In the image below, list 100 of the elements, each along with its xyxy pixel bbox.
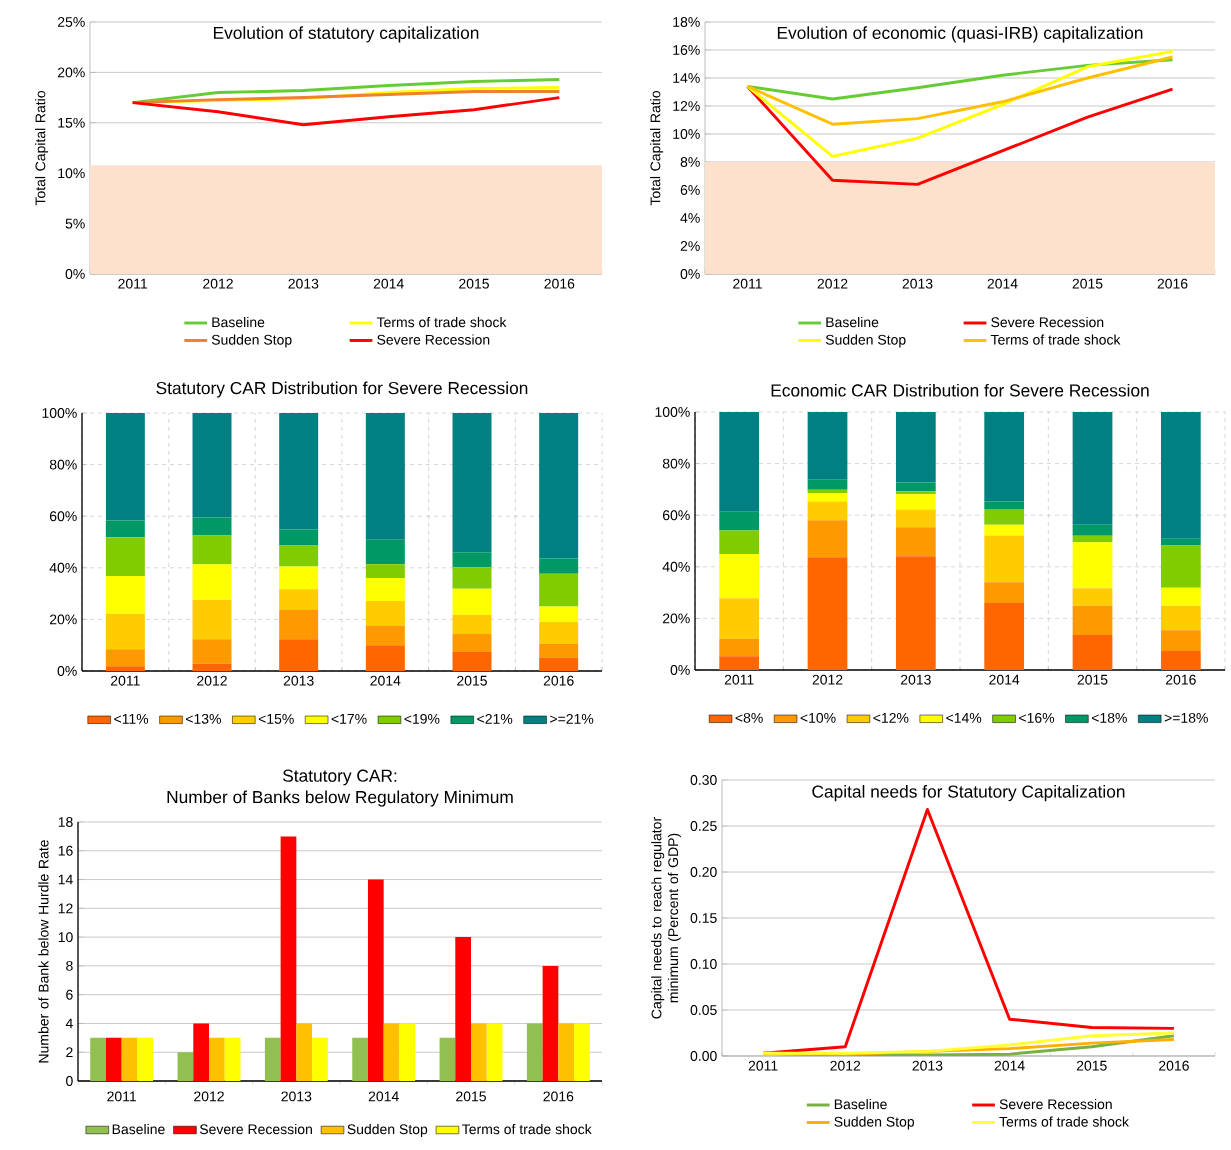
x-tick-label: 2011 [107, 1091, 137, 1102]
y-tick-label: 0.20 [690, 867, 717, 877]
x-tick-label: 2015 [1077, 674, 1108, 685]
y-tick-label: 80% [49, 459, 77, 470]
legend-label: Sudden Stop [347, 1123, 428, 1137]
legend-label: Baseline [212, 316, 265, 328]
y-tick-label: 14 [58, 874, 73, 885]
legend-label: Sudden Stop [825, 334, 906, 348]
legend-label: <12% [873, 712, 909, 723]
y-tick-label: 0.15 [690, 913, 717, 923]
y-tick-label: 25% [57, 17, 85, 27]
y-tick-label: 100% [42, 408, 77, 418]
y-tick-label: 14% [673, 73, 700, 83]
y-tick-label: 0 [66, 1076, 73, 1086]
y-tick-label: 2% [680, 241, 700, 251]
legend-label: Baseline [834, 1098, 887, 1110]
x-tick-label: 2012 [203, 278, 233, 289]
x-tick-label: 2013 [902, 278, 933, 289]
legend-label: <16% [1019, 712, 1055, 723]
y-tick-label: 12 [58, 903, 73, 914]
y-tick-label: 10 [58, 932, 73, 943]
y-tick-label: 20% [57, 67, 85, 78]
x-tick-label: 2013 [912, 1060, 943, 1071]
legend-label: <8% [735, 712, 763, 723]
y-tick-label: 0.05 [690, 1005, 717, 1015]
legend-label: <10% [800, 712, 836, 723]
y-tick-label: 6 [66, 989, 73, 1000]
x-tick-label: 2011 [733, 278, 762, 289]
y-tick-label: 8 [66, 960, 73, 971]
x-tick-label: 2013 [288, 278, 319, 289]
legend-label: Terms of trade shock [376, 316, 507, 328]
y-tick-label: 0.10 [690, 959, 717, 969]
legend-label: Severe Recession [999, 1098, 1112, 1110]
x-tick-label: 2016 [1157, 278, 1188, 289]
chart-title: Evolution of statutory capitalization [213, 26, 479, 43]
y-tick-label: 10% [673, 129, 700, 139]
y-tick-label: 40% [49, 562, 77, 573]
y-tick-label: 18 [58, 817, 73, 827]
legend-label: >=21% [550, 713, 594, 724]
y-tick-label: 60% [662, 510, 690, 521]
x-tick-label: 2016 [1159, 1060, 1189, 1071]
x-tick-label: 2016 [1165, 674, 1196, 685]
y-tick-label: 18% [673, 17, 700, 27]
legend-label: Sudden Stop [211, 334, 292, 348]
x-tick-label: 2015 [1072, 278, 1103, 289]
legend-label: <11% [114, 713, 149, 724]
chart-subtitle: Number of Banks below Regulatory Minimum [167, 790, 513, 807]
x-tick-label: 2013 [283, 675, 314, 686]
y-tick-label: 0% [680, 269, 700, 279]
x-tick-label: 2014 [994, 1060, 1025, 1071]
legend-label: <19% [404, 713, 440, 724]
y-tick-label: 2 [66, 1047, 73, 1058]
x-tick-label: 2014 [368, 1091, 399, 1102]
y-tick-label: 4 [65, 1018, 73, 1029]
y-tick-label: 5% [65, 218, 85, 229]
x-tick-label: 2015 [459, 278, 489, 289]
x-tick-label: 2011 [110, 675, 140, 686]
y-axis-title: Total Capital Ratio [650, 91, 664, 206]
x-tick-label: 2014 [373, 278, 404, 289]
y-tick-label: 80% [662, 458, 690, 469]
x-tick-label: 2011 [118, 278, 148, 289]
x-tick-label: 2014 [989, 674, 1020, 685]
legend-label: Terms of trade shock [990, 334, 1121, 345]
legend-label: Baseline [826, 316, 879, 328]
y-axis-title: Capital needs to reach regulator minimum (Percent of GDP) [651, 817, 681, 1019]
x-tick-label: 2013 [900, 674, 931, 685]
y-tick-label: 0.00 [690, 1051, 717, 1061]
x-tick-label: 2016 [544, 278, 575, 289]
y-tick-label: 16% [673, 45, 700, 55]
y-tick-label: 8% [680, 157, 700, 167]
legend-label: <15% [258, 713, 294, 724]
y-tick-label: 10% [58, 168, 85, 179]
y-tick-label: 16 [58, 845, 73, 856]
legend-label: <18% [1091, 712, 1127, 723]
x-tick-label: 2012 [194, 1091, 224, 1102]
x-tick-label: 2015 [457, 675, 487, 686]
y-tick-label: 0.30 [690, 775, 717, 785]
legend-label: Terms of trade shock [999, 1116, 1129, 1127]
x-tick-label: 2012 [817, 278, 848, 289]
x-tick-label: 2013 [281, 1091, 312, 1102]
y-tick-label: 6% [680, 185, 700, 195]
legend-label: Severe Recession [991, 316, 1104, 328]
y-axis-title: Total Capital Ratio [35, 91, 49, 206]
x-tick-label: 2015 [456, 1091, 486, 1102]
x-tick-label: 2011 [724, 674, 754, 685]
x-tick-label: 2012 [197, 675, 227, 686]
y-tick-label: 0% [670, 665, 690, 675]
legend-label: >=18% [1164, 712, 1208, 723]
legend-label: <21% [477, 713, 513, 724]
y-tick-label: 0% [57, 666, 77, 676]
legend-label: Severe Recession [377, 334, 490, 345]
y-tick-label: 0% [65, 269, 85, 279]
x-tick-label: 2016 [543, 675, 574, 686]
legend-label: Baseline [112, 1123, 165, 1135]
x-tick-label: 2011 [748, 1060, 778, 1071]
y-tick-label: 20% [662, 613, 690, 624]
y-tick-label: 4% [680, 213, 700, 223]
chart-title: Economic CAR Distribution for Severe Recession [771, 383, 1149, 397]
chart-title: Statutory CAR: [283, 769, 397, 786]
x-tick-label: 2014 [370, 675, 401, 686]
